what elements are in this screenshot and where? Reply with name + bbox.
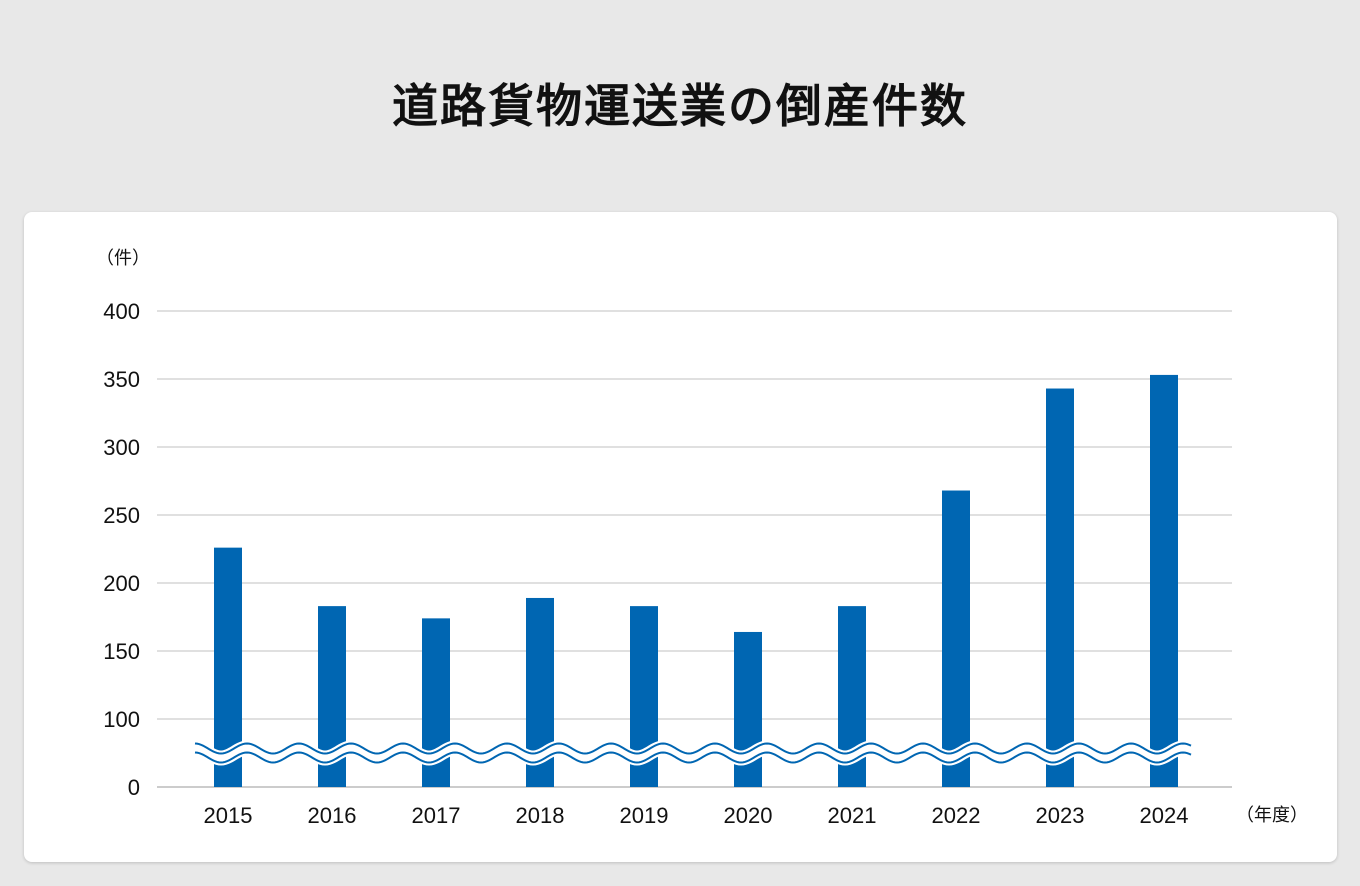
y-tick-label: 200 <box>103 571 140 596</box>
x-tick-label: 2016 <box>308 803 357 828</box>
x-tick-label: 2021 <box>828 803 877 828</box>
y-tick-label: 150 <box>103 639 140 664</box>
axis-break-band <box>194 740 1193 766</box>
axis-break-line <box>194 742 1192 755</box>
bar-2023 <box>1046 388 1074 787</box>
x-tick-label: 2023 <box>1036 803 1085 828</box>
x-tick-label: 2020 <box>724 803 773 828</box>
bars <box>214 374 1178 787</box>
x-axis-unit-label: （年度） <box>1236 805 1308 826</box>
y-tick-label: 250 <box>103 503 140 528</box>
axis-break <box>194 740 1193 766</box>
x-tick-label: 2019 <box>620 803 669 828</box>
bar-2024 <box>1150 374 1178 787</box>
axis-break-line <box>194 751 1192 764</box>
x-tick-label: 2018 <box>516 803 565 828</box>
y-tick-label: 300 <box>103 435 140 460</box>
x-tick-label: 2015 <box>204 803 253 828</box>
x-tick-labels: 2015 2016 2017 2018 2019 2020 2021 2022 2023 2024 <box>204 803 1189 828</box>
x-tick-label: 2024 <box>1140 803 1189 828</box>
x-tick-label: 2017 <box>412 803 461 828</box>
bar-2022 <box>942 490 970 787</box>
y-tick-label: 350 <box>103 367 140 392</box>
y-tick-label: 0 <box>128 775 140 800</box>
y-tick-labels: 0 100 150 200 250 300 350 400 <box>103 299 140 800</box>
page-title: 道路貨物運送業の倒産件数 <box>392 79 968 133</box>
y-tick-label: 100 <box>103 707 140 732</box>
y-tick-label: 400 <box>103 299 140 324</box>
x-tick-label: 2022 <box>932 803 981 828</box>
y-axis-unit-label: （件） <box>96 248 150 269</box>
